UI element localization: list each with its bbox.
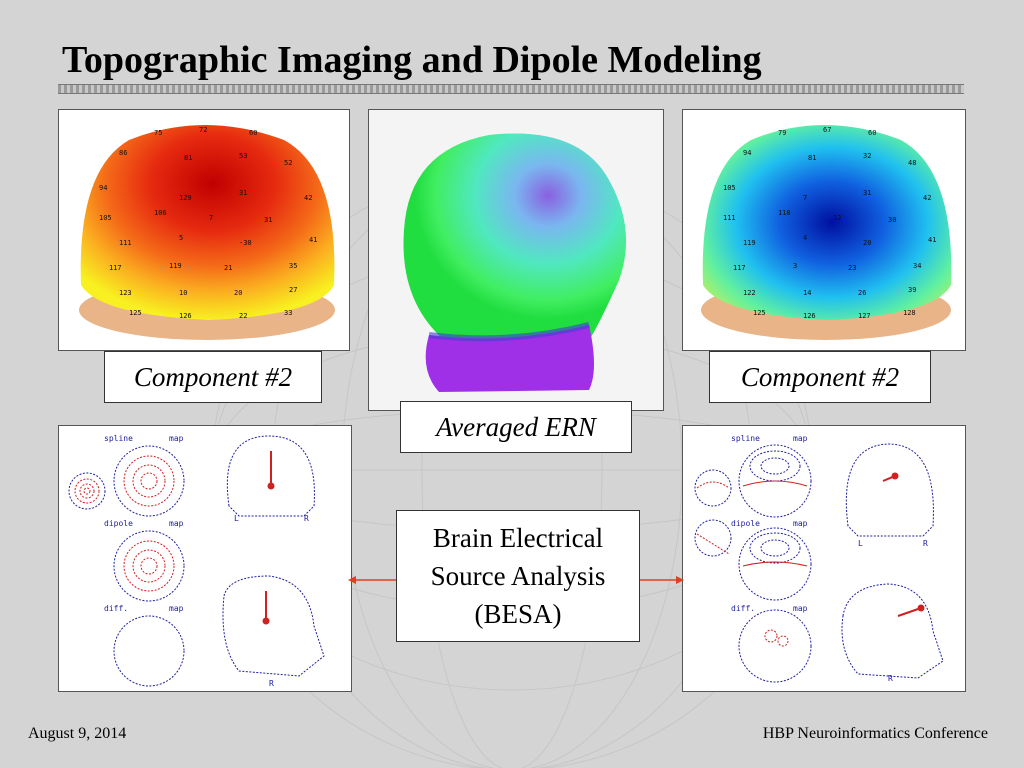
svg-text:106: 106 <box>154 209 167 217</box>
label-map: map <box>793 434 808 443</box>
svg-text:48: 48 <box>908 159 916 167</box>
svg-text:12: 12 <box>833 214 841 222</box>
svg-text:4: 4 <box>803 234 807 242</box>
svg-text:31: 31 <box>239 189 247 197</box>
svg-text:7: 7 <box>803 194 807 202</box>
label-dipole: dipole <box>104 519 133 528</box>
svg-text:81: 81 <box>184 154 192 162</box>
svg-text:126: 126 <box>803 312 816 320</box>
svg-text:126: 126 <box>179 312 192 320</box>
averaged-ern-head <box>368 109 664 411</box>
svg-text:118: 118 <box>778 209 791 217</box>
svg-text:122: 122 <box>743 289 756 297</box>
topo-map-right: 79 67 60 94 81 32 48 105 7 31 42 111 118 12 30 119 4… <box>682 109 966 351</box>
svg-text:127: 127 <box>858 312 871 320</box>
svg-text:129: 129 <box>179 194 192 202</box>
svg-text:33: 33 <box>284 309 292 317</box>
svg-text:111: 111 <box>723 214 736 222</box>
label-dipole: dipole <box>731 519 760 528</box>
label-map: map <box>169 604 184 613</box>
svg-text:-30: -30 <box>239 239 252 247</box>
besa-dipole-left: spline map dipole map diff. map L R R <box>58 425 352 692</box>
svg-text:123: 123 <box>119 289 132 297</box>
besa-line-2: Source Analysis <box>430 561 606 591</box>
besa-line-3: (BESA) <box>474 599 562 629</box>
svg-text:5: 5 <box>179 234 183 242</box>
svg-text:53: 53 <box>239 152 247 160</box>
svg-text:21: 21 <box>224 264 232 272</box>
svg-text:125: 125 <box>129 309 142 317</box>
svg-text:119: 119 <box>169 262 182 270</box>
topo-map-left: 75 72 60 86 81 53 52 94 129 31 42 105 106 7 31 111 5… <box>58 109 350 351</box>
svg-text:39: 39 <box>908 286 916 294</box>
besa-line-1: Brain Electrical <box>432 523 604 553</box>
svg-text:10: 10 <box>179 289 187 297</box>
svg-text:94: 94 <box>743 149 751 157</box>
label-spline: spline <box>731 434 760 443</box>
label-R: R <box>304 514 309 523</box>
label-diff: diff. <box>104 604 128 613</box>
svg-text:27: 27 <box>289 286 297 294</box>
svg-text:128: 128 <box>903 309 916 317</box>
svg-text:20: 20 <box>234 289 242 297</box>
slide-title: Topographic Imaging and Dipole Modeling <box>62 39 762 81</box>
footer-date: August 9, 2014 <box>28 725 127 742</box>
footer-conference: HBP Neuroinformatics Conference <box>762 725 988 742</box>
caption-component-left: Component #2 <box>104 351 322 403</box>
svg-text:119: 119 <box>743 239 756 247</box>
label-L: L <box>234 514 239 523</box>
label-map: map <box>793 604 808 613</box>
svg-text:41: 41 <box>309 236 317 244</box>
label-R: R <box>923 539 928 548</box>
svg-text:117: 117 <box>733 264 746 272</box>
svg-text:3: 3 <box>793 262 797 270</box>
svg-text:86: 86 <box>119 149 127 157</box>
besa-label-box: Brain Electrical Source Analysis (BESA) <box>396 510 640 642</box>
svg-text:32: 32 <box>863 152 871 160</box>
svg-text:105: 105 <box>99 214 112 222</box>
label-map: map <box>169 434 184 443</box>
svg-text:26: 26 <box>858 289 866 297</box>
svg-text:52: 52 <box>284 159 292 167</box>
svg-text:42: 42 <box>923 194 931 202</box>
label-R: R <box>888 674 893 683</box>
arrow-left <box>348 576 396 584</box>
svg-text:117: 117 <box>109 264 122 272</box>
svg-text:30: 30 <box>888 216 896 224</box>
svg-text:81: 81 <box>808 154 816 162</box>
svg-text:20: 20 <box>863 239 871 247</box>
svg-text:22: 22 <box>239 312 247 320</box>
svg-text:75: 75 <box>154 129 162 137</box>
svg-text:105: 105 <box>723 184 736 192</box>
svg-text:60: 60 <box>868 129 876 137</box>
caption-averaged-ern: Averaged ERN <box>400 401 632 453</box>
svg-text:23: 23 <box>848 264 856 272</box>
svg-text:125: 125 <box>753 309 766 317</box>
svg-text:42: 42 <box>304 194 312 202</box>
svg-text:31: 31 <box>264 216 272 224</box>
svg-text:7: 7 <box>209 214 213 222</box>
svg-text:41: 41 <box>928 236 936 244</box>
title-divider <box>58 84 964 94</box>
svg-text:72: 72 <box>199 126 207 134</box>
caption-component-right: Component #2 <box>709 351 931 403</box>
besa-dipole-right: spline map dipole map diff. map L R R <box>682 425 966 692</box>
svg-text:94: 94 <box>99 184 107 192</box>
label-spline: spline <box>104 434 133 443</box>
label-L: L <box>858 539 863 548</box>
label-map: map <box>793 519 808 528</box>
svg-text:31: 31 <box>863 189 871 197</box>
arrow-right <box>638 576 684 584</box>
svg-text:35: 35 <box>289 262 297 270</box>
label-diff: diff. <box>731 604 755 613</box>
label-map: map <box>169 519 184 528</box>
svg-text:14: 14 <box>803 289 811 297</box>
svg-text:79: 79 <box>778 129 786 137</box>
svg-text:34: 34 <box>913 262 921 270</box>
svg-text:67: 67 <box>823 126 831 134</box>
label-R: R <box>269 679 274 688</box>
svg-text:111: 111 <box>119 239 132 247</box>
svg-text:60: 60 <box>249 129 257 137</box>
